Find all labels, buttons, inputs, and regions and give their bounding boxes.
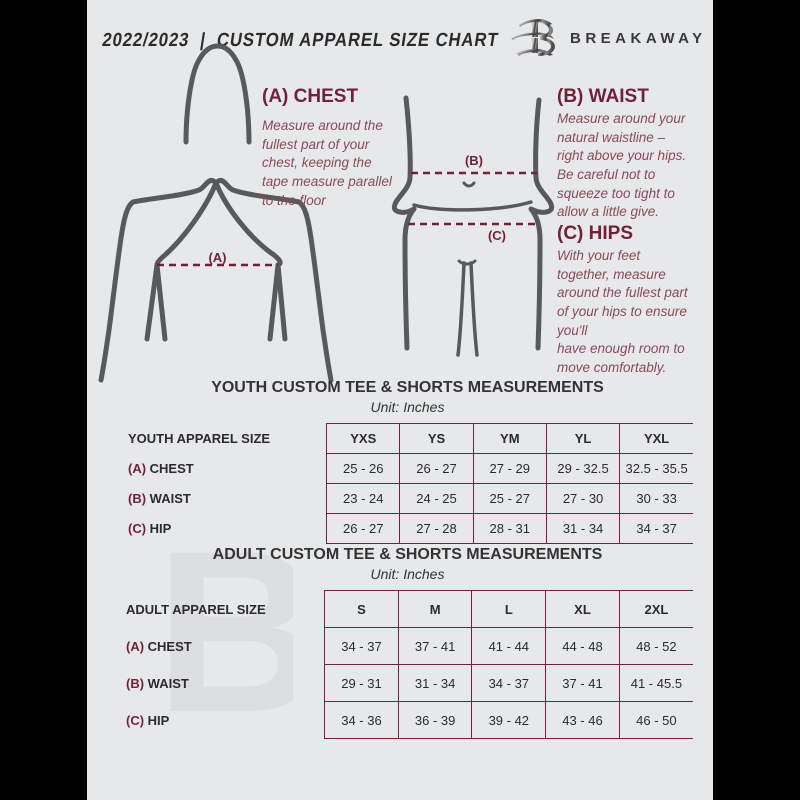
svg-text:(C): (C)	[488, 228, 506, 243]
svg-text:(A): (A)	[208, 250, 226, 265]
svg-text:(B): (B)	[465, 153, 483, 168]
